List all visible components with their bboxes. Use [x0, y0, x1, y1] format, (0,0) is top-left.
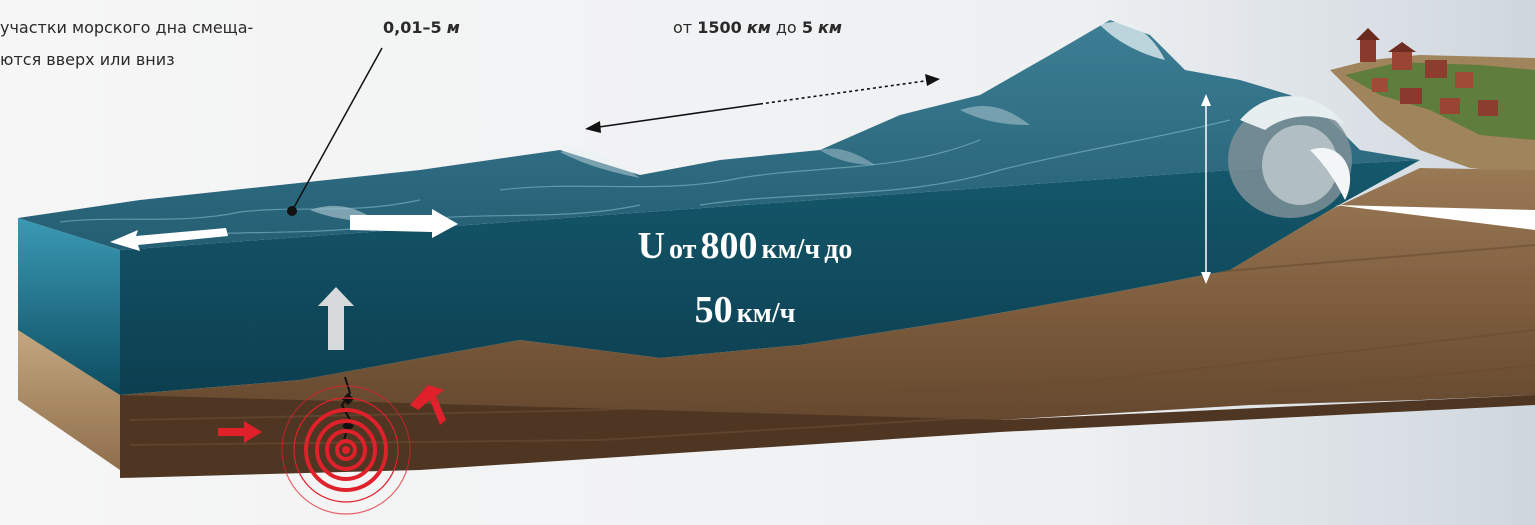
wavelength-arrow: [585, 74, 940, 133]
height-range-caption: 0,01–5 м: [383, 12, 460, 44]
speed-to-value: 50: [694, 289, 733, 331]
coastal-town: [1356, 28, 1498, 116]
wavelength-to-unit: км: [818, 18, 842, 37]
wavelength-from-value: 1500: [697, 18, 742, 37]
seabed-front-face: [18, 315, 120, 470]
seabed-bottom-face: [120, 395, 1535, 478]
breaking-wave-curl: [1228, 96, 1352, 218]
wave-foam: [310, 21, 1165, 222]
speed-mid: до: [824, 234, 853, 265]
amplitude-leader: [287, 47, 383, 216]
wavelength-caption: от 1500 км до 5 км: [673, 12, 842, 44]
epicenter-dot: [342, 446, 350, 454]
ocean-side-face: [18, 218, 120, 395]
pointer-beam: [1335, 205, 1535, 230]
height-range-value: 0,01–5: [383, 18, 442, 37]
speed-to-unit: км/ч: [736, 298, 796, 329]
speed-from-unit: км/ч: [761, 234, 821, 265]
seabed-top: [18, 168, 1535, 470]
wavelength-to-value: 5: [801, 18, 813, 37]
speed-label: U от 800 км/ч до 50 км/ч: [560, 218, 930, 346]
wavelength-prefix: от: [673, 18, 693, 37]
wavelength-mid: до: [775, 18, 797, 37]
wave-height-arrow: [1201, 94, 1211, 284]
wavelength-from-unit: км: [746, 18, 771, 37]
height-range-unit: м: [446, 18, 460, 37]
speed-symbol: U: [637, 225, 666, 267]
seafloor-caption: участки морского дна смеща- ются вверх и…: [0, 12, 253, 76]
uplift-arrow: [318, 287, 354, 350]
tectonic-arrows: [218, 385, 446, 443]
epicenter-rings: [281, 385, 411, 515]
speed-from-value: 800: [700, 225, 758, 267]
propagation-arrows: [110, 209, 458, 251]
speed-prefix: от: [669, 234, 697, 265]
seafloor-caption-line1: участки морского дна смеща-: [0, 18, 254, 37]
seafloor-caption-line2: ются вверх или вниз: [0, 50, 175, 69]
ocean-deep-body: [120, 160, 1420, 395]
ocean-surface: [18, 20, 1420, 250]
